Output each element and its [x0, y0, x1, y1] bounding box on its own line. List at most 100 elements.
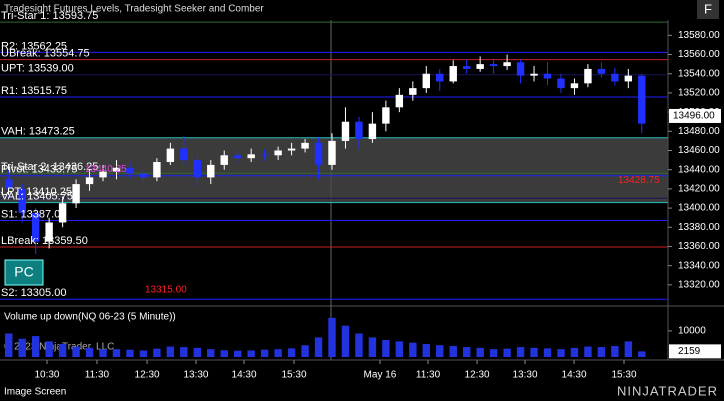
- x-tick-label: 11:30: [85, 370, 110, 381]
- volume-bar: [557, 349, 565, 357]
- volume-bar: [99, 349, 107, 357]
- volume-bar: [543, 348, 552, 357]
- level-label: VAL: 13405.75: [1, 190, 73, 202]
- volume-bar: [166, 346, 175, 357]
- level-label: Pivot: 13433.75: [1, 164, 77, 176]
- candle-body: [5, 179, 13, 189]
- candle-body: [99, 171, 107, 178]
- candle-body: [45, 222, 53, 242]
- candle-body: [355, 121, 363, 139]
- candle-body: [436, 73, 444, 82]
- volume-bar: [328, 317, 336, 357]
- x-tick-label: 14:30: [232, 370, 257, 381]
- logo: NINJATRADER: [617, 383, 718, 398]
- candle-body: [126, 167, 134, 174]
- level-label: LPT: 13410.25: [1, 186, 72, 198]
- volume-bar: [126, 349, 134, 357]
- volume-bar: [395, 341, 404, 357]
- level-label: S2: 13305.00: [1, 287, 66, 299]
- level-label: S1: 13387.00: [1, 208, 66, 220]
- volume-bar: [301, 345, 309, 357]
- status-text: Image Screen: [4, 387, 66, 398]
- annotation: 13315.00: [145, 284, 187, 295]
- level-label: R1: 13515.75: [1, 85, 67, 97]
- x-tick-label: 13:30: [513, 370, 538, 381]
- y-tick-label: 13420.00: [678, 184, 720, 195]
- candle-body: [570, 83, 579, 89]
- volume-bar: [503, 348, 511, 357]
- candle-body: [476, 64, 484, 69]
- candle-body: [382, 107, 390, 124]
- candle-body: [18, 188, 26, 213]
- y-tick-label: 13480.00: [678, 126, 720, 137]
- candle-body: [341, 121, 350, 141]
- level-label: Tri-Star 1: 13593.75: [1, 10, 98, 22]
- level-label: VAH: 13473.25: [1, 126, 75, 138]
- y-tick-label: 13340.00: [678, 260, 720, 271]
- x-tick-label: 10:30: [34, 370, 59, 381]
- volume-bar: [18, 338, 26, 357]
- candle-body: [503, 62, 511, 67]
- volume-bar: [31, 336, 40, 357]
- candle-body: [462, 66, 471, 69]
- volume-bar: [287, 348, 296, 357]
- candle-body: [180, 148, 188, 161]
- candle-body: [422, 73, 430, 89]
- last-volume-label: 2159: [678, 346, 701, 357]
- volume-title: Volume up down(NQ 06-23 (5 Minute)): [4, 312, 176, 323]
- volume-bar: [153, 348, 161, 357]
- volume-bar: [341, 325, 350, 357]
- y-tick-label: 13560.00: [678, 49, 720, 60]
- candle-body: [449, 66, 457, 82]
- menu-button-label[interactable]: F: [704, 1, 712, 16]
- x-tick-label: 15:30: [612, 370, 637, 381]
- volume-bar: [530, 347, 538, 357]
- candle-body: [301, 142, 309, 149]
- candle-body: [543, 73, 552, 79]
- volume-bar: [570, 347, 579, 357]
- volume-bar: [409, 342, 417, 357]
- y-tick-label: 13400.00: [678, 203, 720, 214]
- volume-bar: [234, 350, 242, 357]
- pc-button-label[interactable]: PC: [14, 264, 33, 280]
- volume-bar: [422, 343, 430, 357]
- volume-bar: [260, 349, 269, 357]
- volume-bar: [584, 346, 592, 357]
- candle-body: [314, 142, 323, 165]
- candle-body: [31, 212, 40, 242]
- candle-body: [287, 148, 296, 151]
- menu-button[interactable]: [697, 0, 719, 19]
- volume-bar: [112, 349, 121, 357]
- y-tick-label: 13360.00: [678, 241, 720, 252]
- candle-body: [58, 203, 67, 223]
- volume-bar: [180, 347, 188, 357]
- volume-bar: [449, 346, 457, 357]
- y-tick-label: 13440.00: [678, 164, 720, 175]
- volume-bar: [5, 333, 13, 357]
- x-tick-label: 12:30: [465, 370, 490, 381]
- y-tick-label: 13580.00: [678, 30, 720, 41]
- volume-bar: [624, 341, 633, 357]
- candle-body: [638, 75, 646, 124]
- plot-layer: 13320.00 13340.00 13360.00 13380.00 13400.00…: [0, 10, 721, 381]
- candle-body: [489, 64, 498, 67]
- candle-body: [166, 148, 175, 163]
- volume-bar: [274, 349, 282, 357]
- volume-bar: [516, 347, 525, 357]
- window-title: Tradesight Futures Levels, Tradesight Se…: [4, 4, 264, 15]
- candle-body: [368, 123, 377, 139]
- volume-bar: [72, 346, 80, 357]
- candle-body: [139, 173, 148, 178]
- candle-body: [624, 75, 633, 82]
- x-tick-label: 14:30: [562, 370, 587, 381]
- volume-bar: [193, 347, 202, 357]
- candle-body: [112, 167, 121, 172]
- candle-body: [260, 154, 269, 156]
- volume-bar: [207, 349, 215, 357]
- level-label: LBreak: 13359.50: [1, 235, 88, 247]
- pc-button[interactable]: [4, 259, 44, 286]
- candle-body: [557, 78, 565, 89]
- volume-bar: [247, 350, 255, 357]
- candle-body: [409, 88, 417, 95]
- last-price-label: 13496.00: [673, 111, 715, 122]
